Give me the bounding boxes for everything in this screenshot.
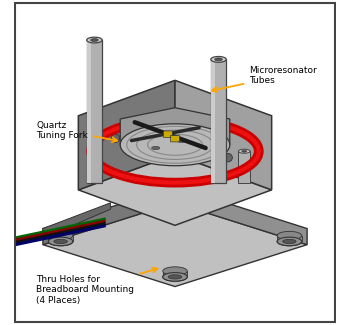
Ellipse shape (120, 124, 230, 166)
Circle shape (111, 134, 120, 143)
Polygon shape (120, 108, 230, 145)
Ellipse shape (277, 237, 302, 246)
Ellipse shape (163, 273, 187, 281)
Ellipse shape (168, 275, 182, 279)
Polygon shape (211, 59, 215, 183)
Text: Microresonator
Tubes: Microresonator Tubes (212, 66, 317, 92)
Ellipse shape (54, 239, 67, 243)
Ellipse shape (87, 181, 102, 186)
Ellipse shape (277, 231, 302, 240)
Text: Quartz
Tuning Fork: Quartz Tuning Fork (36, 121, 117, 142)
Polygon shape (87, 40, 102, 183)
Ellipse shape (91, 39, 98, 42)
FancyBboxPatch shape (170, 136, 180, 142)
Ellipse shape (211, 181, 226, 186)
Ellipse shape (168, 207, 182, 211)
Polygon shape (175, 187, 307, 245)
Ellipse shape (241, 150, 247, 152)
Ellipse shape (238, 149, 250, 153)
Polygon shape (175, 80, 272, 190)
Polygon shape (87, 40, 91, 183)
Ellipse shape (48, 237, 73, 246)
Polygon shape (43, 203, 111, 238)
Ellipse shape (48, 231, 73, 240)
Polygon shape (163, 271, 187, 277)
Ellipse shape (283, 239, 296, 243)
Polygon shape (43, 203, 307, 287)
Ellipse shape (283, 239, 296, 243)
Ellipse shape (163, 273, 187, 281)
FancyBboxPatch shape (163, 131, 173, 137)
Ellipse shape (168, 275, 182, 279)
Polygon shape (78, 154, 272, 225)
Polygon shape (238, 151, 250, 183)
Ellipse shape (54, 239, 67, 243)
Circle shape (224, 153, 232, 162)
Ellipse shape (163, 267, 187, 275)
Ellipse shape (152, 146, 160, 150)
Text: Thru Holes for
Breadboard Mounting
(4 Places): Thru Holes for Breadboard Mounting (4 Pl… (36, 267, 158, 305)
Polygon shape (43, 187, 175, 245)
Ellipse shape (215, 58, 222, 61)
Polygon shape (211, 59, 226, 183)
Ellipse shape (211, 57, 226, 62)
Ellipse shape (177, 139, 186, 143)
Polygon shape (277, 236, 302, 241)
Ellipse shape (87, 37, 102, 43)
Ellipse shape (277, 237, 302, 246)
Polygon shape (48, 236, 73, 241)
Ellipse shape (163, 205, 187, 214)
Polygon shape (78, 80, 175, 190)
Ellipse shape (48, 237, 73, 246)
